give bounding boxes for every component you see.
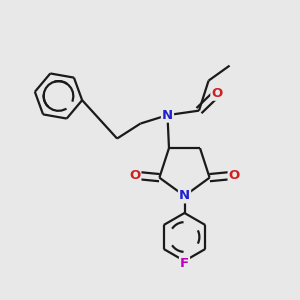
Text: N: N xyxy=(162,109,173,122)
Text: O: O xyxy=(229,169,240,182)
Text: N: N xyxy=(179,189,190,203)
Text: O: O xyxy=(212,87,223,100)
Text: O: O xyxy=(129,169,140,182)
Text: F: F xyxy=(180,257,189,270)
